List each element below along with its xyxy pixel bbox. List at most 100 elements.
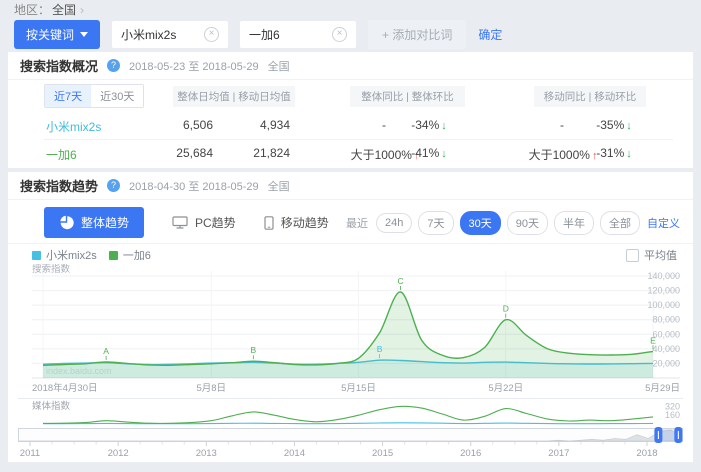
legend-row: 小米mix2s 一加6 平均值	[18, 246, 683, 264]
svg-text:E: E	[650, 335, 656, 345]
average-label: 平均值	[644, 250, 677, 262]
svg-text:2018: 2018	[636, 448, 657, 459]
range-30d[interactable]: 30天	[459, 210, 501, 235]
svg-text:2016: 2016	[460, 448, 481, 459]
svg-text:100,000: 100,000	[647, 300, 680, 310]
column-header-overall-change: 整体同比 | 整体环比	[350, 86, 465, 107]
region-value[interactable]: 全国	[52, 3, 77, 17]
trend-header: 搜索指数趋势 2018-04-30 至 2018-05-29 全国	[8, 172, 693, 200]
chevron-right-icon: ›	[80, 3, 85, 17]
overall-yoy-value: -	[382, 118, 386, 132]
table-row: 小米mix2s 6,506 4,934 - -34% ↓ - -35% ↓	[44, 112, 673, 139]
tab-overall-trend[interactable]: 整体趋势	[44, 207, 145, 238]
trend-date-range: 2018-04-30 至 2018-05-29	[129, 180, 259, 193]
checkbox-icon	[626, 248, 639, 262]
svg-text:2011: 2011	[20, 448, 40, 459]
tab-label: PC趋势	[195, 216, 236, 230]
keyword-toolbar: 按关键词 小米mix2s 一加6 + 添加对比词 确定	[14, 19, 502, 49]
overview-date-range: 2018-05-23 至 2018-05-29	[129, 60, 259, 73]
svg-text:2015: 2015	[372, 448, 393, 459]
svg-text:80,000: 80,000	[652, 315, 680, 325]
help-icon[interactable]	[107, 179, 121, 192]
overall-daily-avg-value: 25,684	[176, 146, 213, 160]
overview-controls: 近7天 近30天 整体日均值 | 移动日均值 整体同比 | 整体环比 移动同比 …	[44, 84, 673, 108]
time-range-selector: 最近 24h 7天 30天 90天 半年 全部 自定义	[346, 210, 681, 235]
svg-text:2012: 2012	[108, 448, 129, 459]
range-7d[interactable]: 7天	[418, 210, 454, 235]
keyword-link[interactable]: 小米mix2s	[46, 120, 102, 134]
chart-legend: 小米mix2s 一加6	[32, 247, 151, 263]
tab-pc-trend[interactable]: PC趋势	[172, 214, 236, 231]
tab-last-30-days[interactable]: 近30天	[91, 85, 144, 107]
remove-keyword-icon[interactable]	[204, 26, 220, 42]
svg-text:index.baidu.com: index.baidu.com	[46, 366, 112, 376]
svg-text:5月15日: 5月15日	[341, 383, 376, 394]
search-index-trend-card: 搜索指数趋势 2018-04-30 至 2018-05-29 全国 整体趋势 P…	[8, 172, 693, 462]
trend-tabs: 整体趋势 PC趋势 移动趋势	[44, 207, 329, 238]
help-icon[interactable]	[107, 59, 121, 72]
monitor-icon	[172, 216, 188, 229]
add-compare-button[interactable]: + 添加对比词	[368, 19, 467, 49]
svg-text:40,000: 40,000	[652, 344, 680, 354]
search-index-overview-card: 搜索指数概况 2018-05-23 至 2018-05-29 全国 近7天 近3…	[8, 52, 693, 168]
table-row: 一加6 25,684 21,824 大于1000% ↑ -41% ↓ 大于1000%…	[44, 139, 673, 167]
svg-text:媒体指数: 媒体指数	[32, 400, 71, 412]
svg-text:2017: 2017	[548, 448, 569, 459]
pie-chart-icon	[59, 215, 74, 230]
keyword-link[interactable]: 一加6	[46, 148, 77, 162]
range-custom[interactable]: 自定义	[647, 217, 680, 230]
chevron-down-icon	[80, 31, 89, 37]
range-prefix-label: 最近	[346, 217, 369, 230]
keyword-mode-button[interactable]: 按关键词	[14, 19, 101, 49]
remove-keyword-icon[interactable]	[332, 26, 348, 42]
timeline-navigator-slider[interactable]: 2011 2012 2013 2014 2015 2016 2017 2018	[18, 426, 683, 460]
keyword-text: 一加6	[249, 27, 280, 42]
svg-text:140,000: 140,000	[647, 271, 680, 281]
period-segmented-control: 近7天 近30天	[44, 84, 145, 108]
range-90d[interactable]: 90天	[506, 210, 548, 235]
trend-region: 全国	[267, 180, 290, 193]
legend-item[interactable]: 一加6	[108, 247, 151, 263]
legend-item[interactable]: 小米mix2s	[32, 247, 97, 263]
keyword-chip[interactable]: 一加6	[240, 20, 357, 48]
search-index-line-chart[interactable]: index.baidu.com A B B C D E 20,000 40,000 60,000 8…	[18, 264, 683, 398]
range-24h[interactable]: 24h	[376, 212, 413, 233]
confirm-button[interactable]: 确定	[478, 27, 503, 42]
chart-area: 小米mix2s 一加6 平均值 index.baidu.com A B B C D E 20,…	[18, 246, 683, 460]
mobile-mom-value: -35% ↓	[596, 118, 632, 132]
smartphone-icon	[264, 215, 274, 230]
svg-text:5月29日: 5月29日	[645, 383, 680, 394]
mobile-yoy-value: -	[560, 118, 564, 132]
svg-text:B: B	[377, 344, 383, 354]
overall-daily-avg-value: 6,506	[182, 118, 213, 132]
overall-yoy-value: 大于1000% ↑	[350, 148, 420, 162]
tab-label: 整体趋势	[81, 216, 130, 230]
keyword-chip[interactable]: 小米mix2s	[112, 20, 229, 48]
mobile-daily-avg-value: 21,824	[253, 146, 290, 160]
legend-label: 小米mix2s	[46, 250, 97, 262]
svg-text:搜索指数: 搜索指数	[32, 264, 71, 275]
svg-text:B: B	[251, 345, 257, 355]
average-checkbox[interactable]: 平均值	[626, 247, 677, 263]
svg-text:2018年4月30日: 2018年4月30日	[32, 382, 97, 394]
range-all[interactable]: 全部	[600, 210, 640, 235]
tab-mobile-trend[interactable]: 移动趋势	[264, 214, 329, 231]
overview-region: 全国	[267, 60, 290, 73]
overall-mom-value: -34% ↓	[411, 118, 447, 132]
svg-text:5月8日: 5月8日	[196, 383, 226, 394]
region-bar: 地区： 全国 ›	[14, 2, 84, 18]
svg-text:320: 320	[665, 401, 680, 411]
column-header-daily-avg: 整体日均值 | 移动日均值	[173, 86, 295, 107]
trend-toolbar: 整体趋势 PC趋势 移动趋势 最近 24h 7天 30天 90天 半年 全部	[8, 202, 693, 244]
overview-header: 搜索指数概况 2018-05-23 至 2018-05-29 全国	[8, 52, 693, 80]
svg-text:D: D	[503, 304, 509, 314]
keyword-mode-label: 按关键词	[26, 27, 75, 42]
svg-text:2013: 2013	[196, 448, 217, 459]
svg-text:A: A	[103, 346, 109, 356]
overall-mom-value: -41% ↓	[411, 146, 447, 160]
legend-label: 一加6	[122, 250, 151, 262]
mobile-mom-value: -31% ↓	[596, 146, 632, 160]
tab-last-7-days[interactable]: 近7天	[45, 85, 92, 107]
range-half-year[interactable]: 半年	[554, 210, 594, 235]
